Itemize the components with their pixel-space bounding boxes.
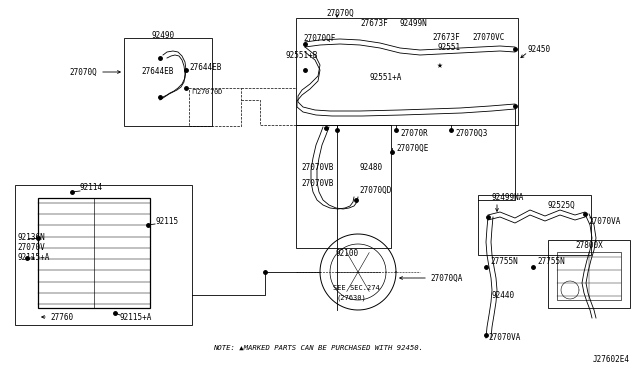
Bar: [548, 240, 630, 308]
Text: (27630): (27630): [337, 295, 367, 301]
Bar: [557, 252, 621, 300]
Text: 92440: 92440: [492, 291, 515, 299]
Text: 92115+A: 92115+A: [120, 312, 152, 321]
Text: 27755N: 27755N: [537, 257, 564, 266]
Text: 27070VA: 27070VA: [488, 334, 520, 343]
Text: 92115+A: 92115+A: [17, 253, 49, 263]
Text: 27070V: 27070V: [17, 244, 45, 253]
Text: 27070VB: 27070VB: [301, 164, 333, 173]
Text: 27070QE: 27070QE: [396, 144, 428, 153]
Text: J27602E4: J27602E4: [593, 356, 630, 365]
Text: 27070Q: 27070Q: [326, 9, 354, 17]
Text: 92551+A: 92551+A: [370, 74, 403, 83]
Bar: [296, 125, 391, 248]
Text: 92114: 92114: [80, 183, 103, 192]
Text: 27070Q3: 27070Q3: [455, 128, 488, 138]
Text: 27070R: 27070R: [400, 128, 428, 138]
Text: 27070Q: 27070Q: [69, 67, 97, 77]
Text: 27070QA: 27070QA: [430, 273, 462, 282]
Text: NOTE: ▲MARKED PARTS CAN BE PURCHASED WITH 92450.: NOTE: ▲MARKED PARTS CAN BE PURCHASED WIT…: [213, 345, 423, 351]
Text: 27760: 27760: [50, 312, 73, 321]
Text: SEE SEC.274: SEE SEC.274: [333, 285, 380, 291]
Text: 27644EB: 27644EB: [141, 67, 173, 77]
Text: 27070QD: 27070QD: [359, 186, 392, 195]
Text: 27070QF: 27070QF: [303, 33, 335, 42]
Bar: [296, 18, 518, 125]
Text: 92551: 92551: [437, 44, 460, 52]
Text: 92136N: 92136N: [17, 234, 45, 243]
Text: 27070VB: 27070VB: [301, 179, 333, 187]
Text: ★: ★: [437, 60, 443, 70]
Bar: [15, 185, 192, 325]
Text: 92100: 92100: [335, 248, 358, 257]
Text: 27070VA: 27070VA: [588, 218, 620, 227]
Text: 27755N: 27755N: [490, 257, 518, 266]
Text: 92490: 92490: [152, 31, 175, 39]
Text: $\sqcap$27070D: $\sqcap$27070D: [191, 87, 223, 96]
Text: 92499NA: 92499NA: [491, 193, 524, 202]
Bar: [38, 198, 150, 308]
Text: 27673F: 27673F: [360, 19, 388, 29]
Text: 92450: 92450: [528, 45, 551, 55]
Text: 27070VC: 27070VC: [472, 33, 504, 42]
Text: 92499N: 92499N: [400, 19, 428, 29]
Text: 92551+B: 92551+B: [286, 51, 318, 60]
Text: 92115: 92115: [155, 218, 178, 227]
Text: 92525Q: 92525Q: [548, 201, 576, 209]
Bar: [124, 38, 212, 126]
Text: 27644EB: 27644EB: [189, 64, 221, 73]
Bar: [478, 195, 591, 255]
Text: 27800X: 27800X: [575, 241, 603, 250]
Text: 92480: 92480: [359, 164, 382, 173]
Text: 27673F: 27673F: [432, 33, 460, 42]
Bar: [189, 88, 241, 126]
